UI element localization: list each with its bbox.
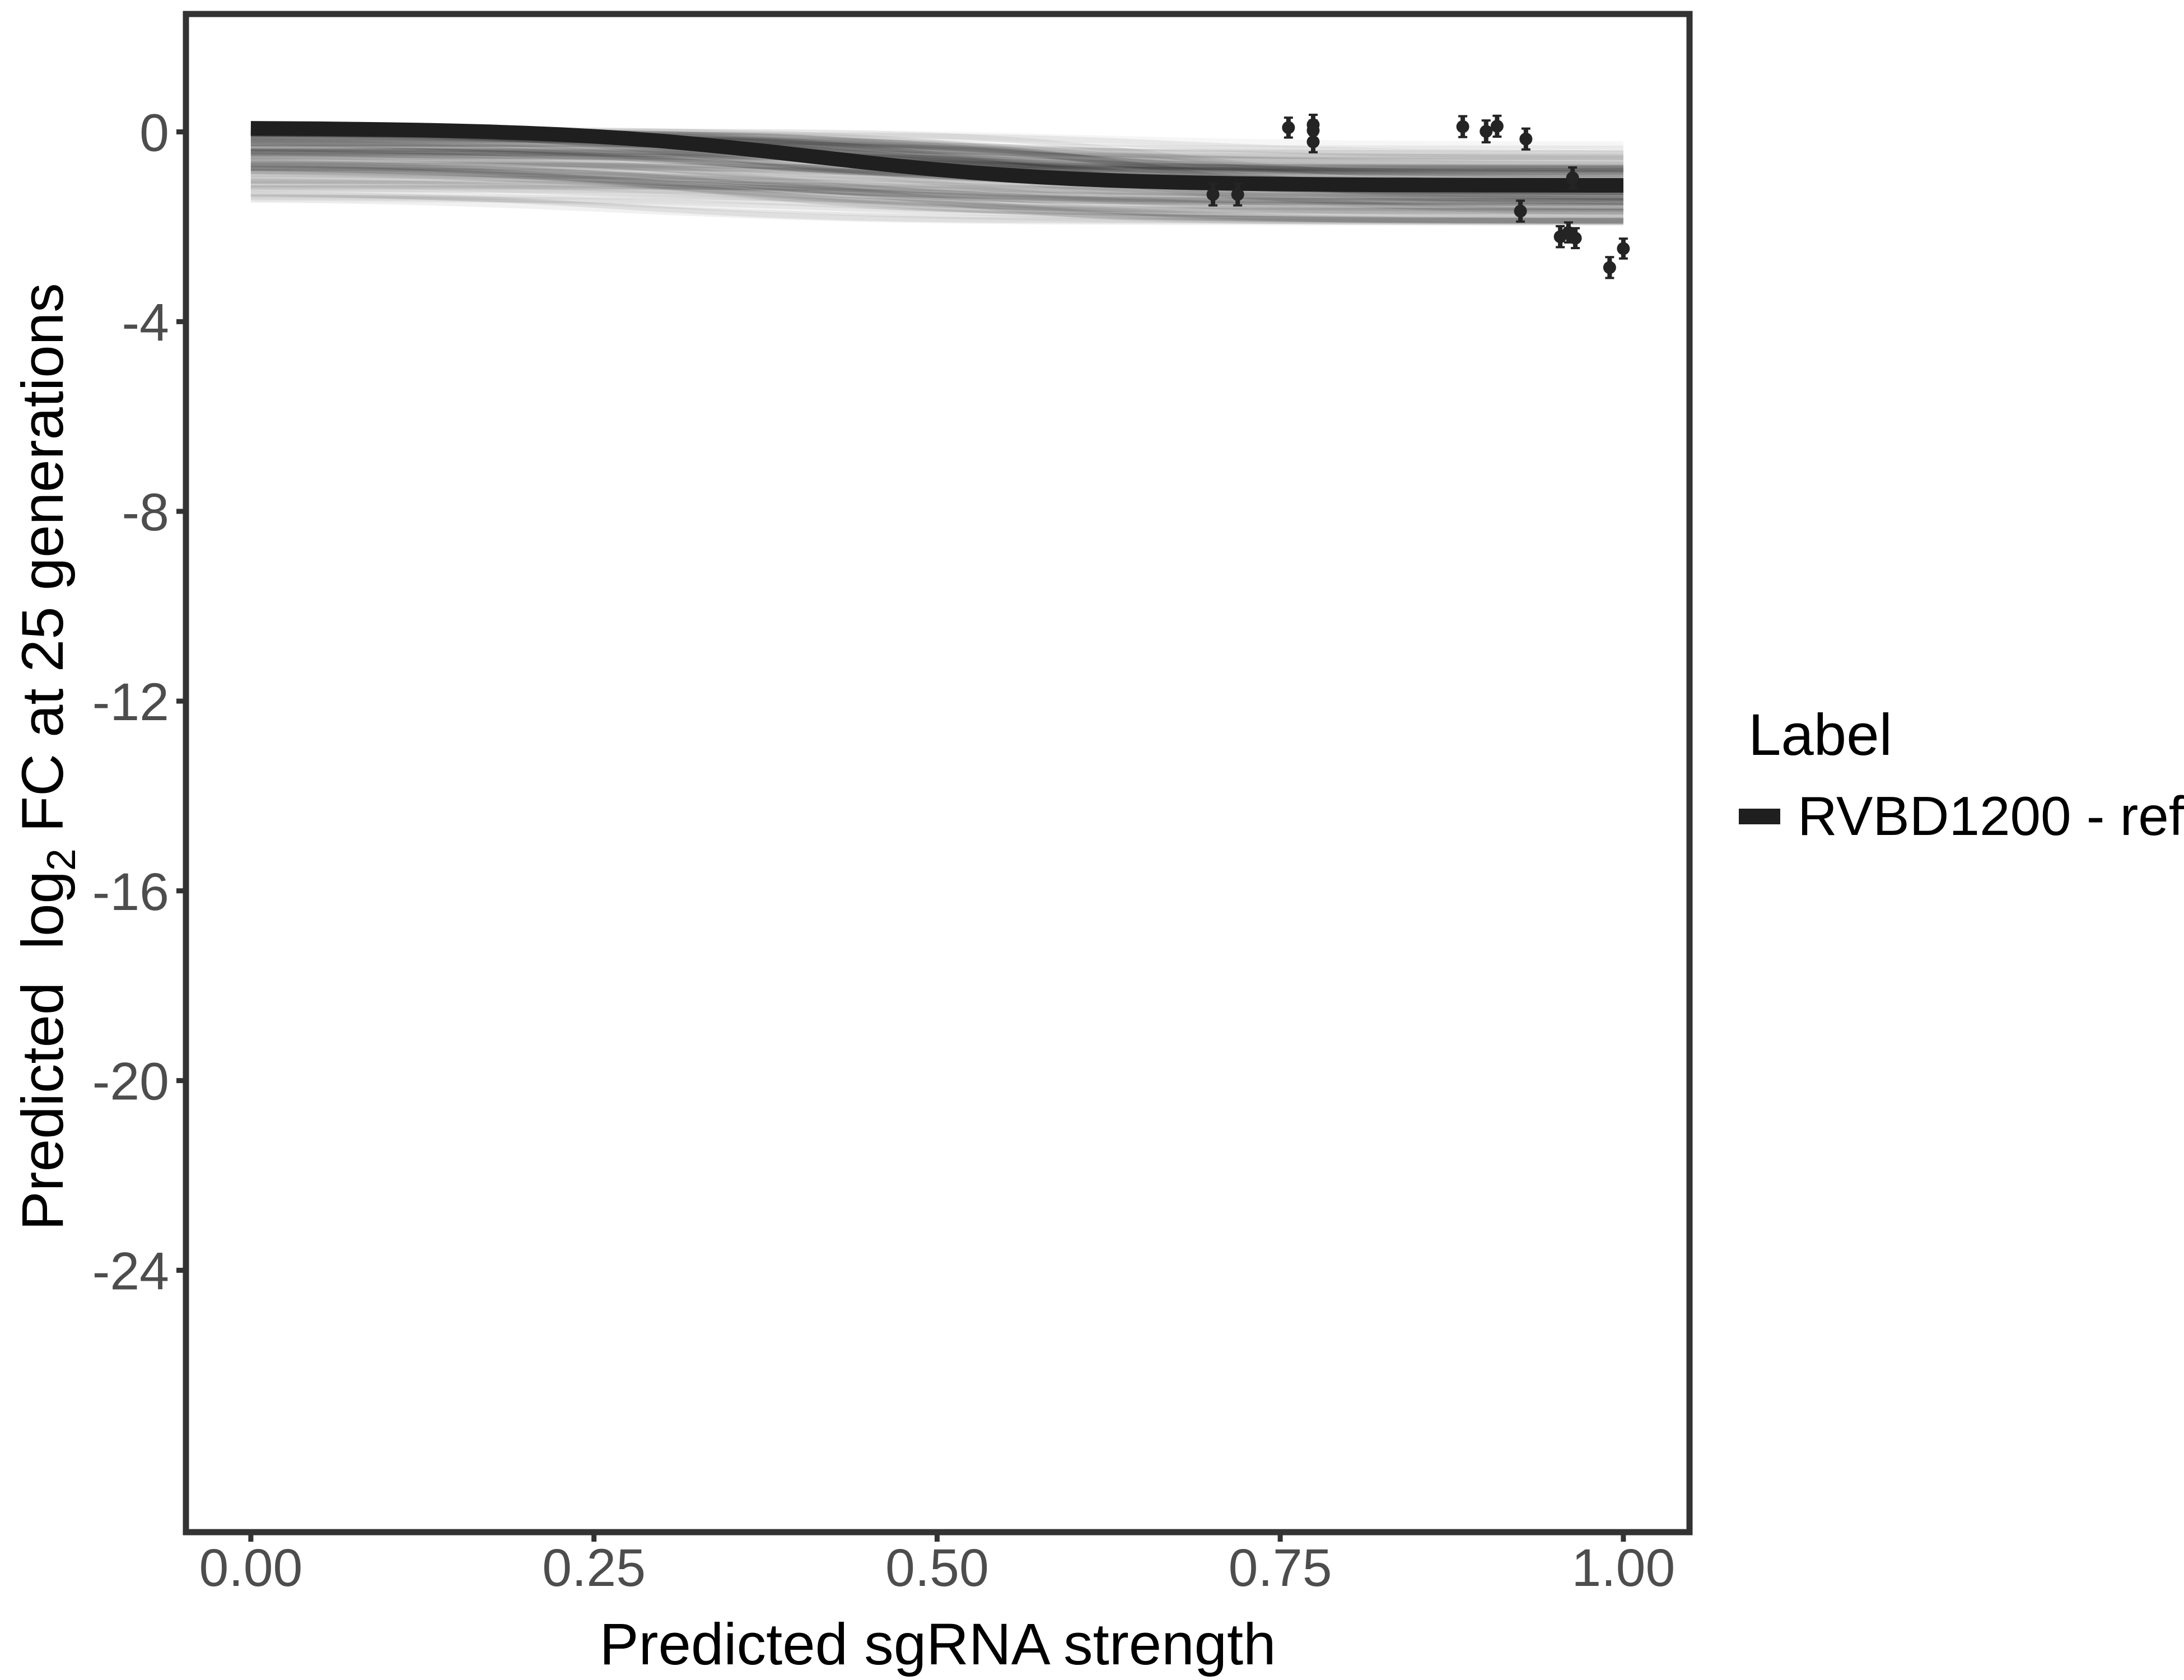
y-tick-label: -24 bbox=[92, 1242, 169, 1301]
ensemble-curve bbox=[250, 153, 1623, 175]
y-axis: 0 -4 -8 -12 -16 -20 -24 bbox=[92, 103, 186, 1301]
y-tick-label: -8 bbox=[122, 483, 169, 542]
ensemble-curve bbox=[250, 148, 1623, 199]
pointrange bbox=[1566, 166, 1579, 190]
y-tick-label: -4 bbox=[122, 293, 169, 352]
ensemble-curve bbox=[250, 148, 1623, 206]
data-point bbox=[1566, 171, 1579, 185]
ensemble-curve bbox=[250, 171, 1623, 211]
data-point bbox=[1603, 261, 1616, 274]
pointrange bbox=[1490, 114, 1504, 138]
ensemble-curve bbox=[250, 165, 1623, 218]
y-axis-title-subscript: 2 bbox=[39, 848, 84, 871]
ensemble-curve bbox=[250, 139, 1623, 170]
data-point bbox=[1519, 132, 1533, 146]
pointrange-layer bbox=[1206, 113, 1630, 279]
y-tick-label: -16 bbox=[92, 862, 169, 922]
x-tick-label: 0.75 bbox=[1229, 1538, 1332, 1598]
ensemble-curve bbox=[250, 175, 1623, 226]
ensemble-curve bbox=[250, 157, 1623, 206]
pointrange bbox=[1514, 199, 1527, 223]
y-axis-title: Predicted log2 FC at 25 generations bbox=[10, 202, 84, 1345]
pointrange bbox=[1206, 182, 1220, 207]
ensemble-curve bbox=[250, 148, 1623, 183]
fit-curve-rvbd1200-ref bbox=[250, 121, 1623, 193]
ensemble-curve bbox=[250, 151, 1623, 198]
pointrange bbox=[1569, 227, 1582, 250]
ensemble-curve bbox=[250, 186, 1623, 226]
data-point bbox=[1569, 231, 1582, 245]
legend-key-line-swatch bbox=[1739, 809, 1780, 824]
ensemble-curve bbox=[250, 166, 1623, 212]
y-axis-title-post: FC at 25 generations bbox=[10, 283, 76, 848]
ensemble-curve bbox=[250, 158, 1623, 214]
ensemble-curve bbox=[250, 194, 1623, 224]
ensemble-curve bbox=[250, 185, 1623, 224]
ensemble-curve bbox=[250, 191, 1623, 224]
pointrange bbox=[1480, 119, 1493, 144]
ensemble-curve bbox=[250, 178, 1623, 218]
x-axis-title: Predicted sgRNA strength bbox=[599, 1612, 1276, 1677]
data-point bbox=[1490, 119, 1504, 133]
pointrange bbox=[1519, 127, 1533, 151]
pointrange bbox=[1282, 116, 1295, 139]
data-point bbox=[1231, 188, 1244, 201]
ensemble-curve bbox=[250, 169, 1623, 207]
ensemble-curve bbox=[250, 179, 1623, 224]
ensemble-curve bbox=[250, 185, 1623, 225]
x-tick-label: 0.25 bbox=[542, 1538, 646, 1598]
ensemble-curve bbox=[250, 178, 1623, 198]
y-tick-label: -20 bbox=[92, 1052, 169, 1112]
pointrange bbox=[1231, 182, 1244, 207]
ensemble-curve bbox=[250, 184, 1623, 202]
legend-title: Label bbox=[1748, 702, 1892, 768]
data-point bbox=[1306, 135, 1320, 148]
ensemble-curve bbox=[250, 169, 1623, 202]
y-tick-label: -12 bbox=[92, 673, 169, 732]
pointrange bbox=[1617, 237, 1630, 260]
ensemble-curve bbox=[250, 193, 1623, 226]
data-point bbox=[1456, 120, 1469, 133]
legend-item-label: RVBD1200 - ref bbox=[1798, 785, 2184, 847]
y-axis-title-pre: Predicted log bbox=[10, 871, 76, 1230]
x-tick-label: 0.50 bbox=[885, 1538, 989, 1598]
ensemble-curve bbox=[250, 160, 1623, 211]
x-tick-label: 0.00 bbox=[199, 1538, 302, 1598]
x-tick-label: 1.00 bbox=[1571, 1538, 1675, 1598]
data-point bbox=[1480, 125, 1493, 138]
ensemble-curve bbox=[250, 139, 1623, 171]
data-point bbox=[1617, 242, 1630, 255]
ensemble-curve bbox=[250, 136, 1623, 200]
ensemble-curve bbox=[250, 151, 1623, 199]
pointrange bbox=[1456, 115, 1469, 138]
legend: Label RVBD1200 - ref bbox=[1739, 702, 2184, 847]
ensemble-curve bbox=[250, 165, 1623, 204]
y-tick-label: 0 bbox=[139, 103, 169, 162]
data-point bbox=[1282, 121, 1295, 134]
pointrange bbox=[1306, 130, 1320, 153]
data-point bbox=[1206, 188, 1220, 201]
x-axis: 0.00 0.25 0.50 0.75 1.00 bbox=[199, 1532, 1675, 1598]
ensemble-curve bbox=[250, 162, 1623, 202]
ensemble-curve bbox=[250, 163, 1623, 206]
ensemble-curve bbox=[250, 165, 1623, 217]
panel-background bbox=[186, 14, 1690, 1532]
ensemble-curve bbox=[250, 180, 1623, 217]
data-point bbox=[1514, 204, 1527, 218]
pointrange bbox=[1603, 256, 1616, 279]
